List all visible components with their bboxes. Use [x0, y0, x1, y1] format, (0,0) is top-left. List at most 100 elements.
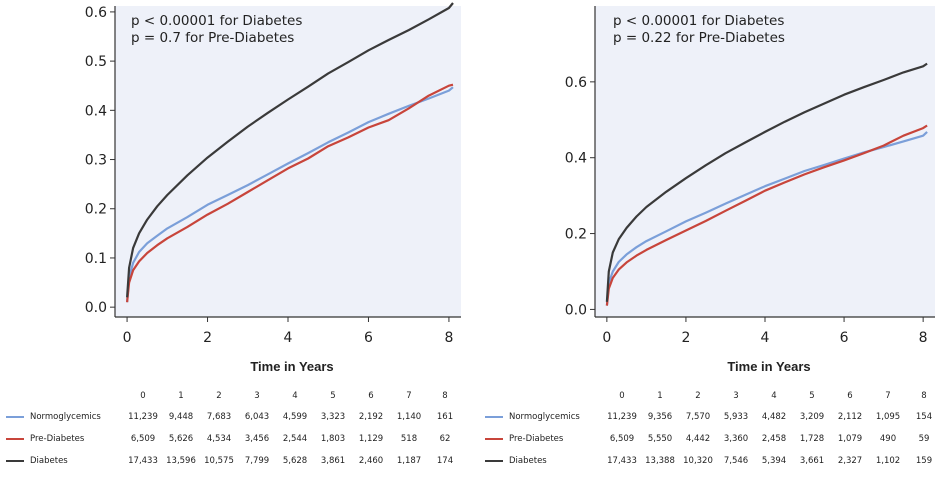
- risk-table-cell: 4,482: [761, 412, 787, 422]
- risk-table-cell: 3,360: [723, 434, 749, 444]
- risk-table-time: 1: [178, 391, 184, 401]
- risk-table-cell: 2,192: [358, 412, 384, 422]
- risk-table-cell: 7,570: [685, 412, 711, 422]
- y-tick-label: 0.3: [85, 153, 107, 169]
- risk-table-cell: 6,509: [130, 434, 156, 444]
- risk-table-time: 5: [330, 391, 336, 401]
- plot-background: [595, 6, 935, 317]
- legend-label: Diabetes: [509, 456, 547, 466]
- risk-table-cell: 1,187: [396, 456, 422, 466]
- risk-table-legend: Diabetes: [6, 450, 124, 472]
- risk-table-cell: 13,388: [645, 456, 675, 466]
- risk-table-cell: 5,550: [647, 434, 673, 444]
- risk-table-time: 4: [771, 391, 777, 401]
- series-line-pre-diabetes: [126, 83, 454, 303]
- risk-table-time: 8: [442, 391, 448, 401]
- legend-label: Diabetes: [30, 456, 68, 466]
- x-tick-label: 8: [919, 330, 928, 346]
- left-risk-table: 0 1 2 3 4 5 6 7 8 Normoglycemics 11,239 9,448 7,683 6…: [6, 386, 462, 472]
- left-x-axis-label: Time in Years: [250, 359, 334, 374]
- risk-table-cell: 5,933: [723, 412, 749, 422]
- risk-table-legend: Pre-Diabetes: [6, 428, 124, 450]
- risk-table-time: 6: [847, 391, 853, 401]
- x-tick-label: 4: [284, 330, 293, 346]
- legend-label: Normoglycemics: [30, 412, 101, 422]
- y-tick-label: 0.6: [85, 5, 107, 21]
- left-chart-plot: 0.0 0.1 0.2 0.3 0.4 0.5 0.6 0 2 4 6 8: [85, 2, 461, 346]
- x-tick-label: 8: [444, 330, 453, 346]
- x-tick-label: 6: [840, 330, 849, 346]
- risk-table-cell: 10,575: [204, 456, 234, 466]
- risk-table-cell: 1,095: [875, 412, 901, 422]
- risk-table-cell: 1,140: [396, 412, 422, 422]
- y-tick-label: 0.5: [85, 54, 107, 70]
- risk-table-cell: 154: [915, 412, 933, 422]
- risk-table-cell: 17,433: [128, 456, 158, 466]
- risk-table-cell: 17,433: [607, 456, 637, 466]
- risk-table-cell: 4,442: [685, 434, 711, 444]
- risk-table-cell: 9,448: [168, 412, 194, 422]
- risk-table-legend: Normoglycemics: [485, 406, 603, 428]
- risk-table-cell: 1,803: [320, 434, 346, 444]
- legend-label: Pre-Diabetes: [509, 434, 564, 444]
- risk-table-time: 4: [292, 391, 298, 401]
- risk-table-cell: 2,458: [761, 434, 787, 444]
- risk-table-time: 3: [733, 391, 739, 401]
- series-line-diabetes: [605, 62, 928, 302]
- risk-table-time: 0: [140, 391, 146, 401]
- right-x-axis-label: Time in Years: [727, 359, 811, 374]
- risk-table-cell: 13,596: [166, 456, 196, 466]
- right-pvalue-diabetes: p < 0.00001 for Diabetes: [613, 13, 785, 29]
- x-tick-label: 2: [681, 330, 690, 346]
- risk-table-cell: 174: [436, 456, 454, 466]
- risk-table-row: Normoglycemics 11,239 9,356 7,570 5,933 4,482…: [485, 406, 941, 428]
- legend-line-icon: [6, 459, 24, 462]
- risk-table-time: 7: [406, 391, 412, 401]
- risk-table-cell: 11,239: [607, 412, 637, 422]
- legend-label: Pre-Diabetes: [30, 434, 85, 444]
- risk-table-time: 2: [216, 391, 222, 401]
- y-tick-label: 0.2: [85, 202, 107, 218]
- risk-table-cell: 1,129: [358, 434, 384, 444]
- risk-table-cell: 3,861: [320, 456, 346, 466]
- left-chart-panel: 0.0 0.1 0.2 0.3 0.4 0.5 0.6 0 2 4 6 8 p < 0.00001 f…: [6, 2, 462, 472]
- risk-table-cell: 3,456: [244, 434, 270, 444]
- risk-table-cell: 1,728: [799, 434, 825, 444]
- risk-table-cell: 6,043: [244, 412, 270, 422]
- x-tick-label: 0: [123, 330, 132, 346]
- risk-table-cell: 1,079: [837, 434, 863, 444]
- risk-table-cell: 11,239: [128, 412, 158, 422]
- risk-table-time: 5: [809, 391, 815, 401]
- risk-table-cell: 161: [436, 412, 454, 422]
- x-tick-label: 2: [203, 330, 212, 346]
- risk-table-cell: 3,661: [799, 456, 825, 466]
- risk-table-time: 2: [695, 391, 701, 401]
- risk-table-row: Diabetes 17,433 13,596 10,575 7,799 5,628 3,86…: [6, 450, 462, 472]
- legend-line-icon: [6, 415, 24, 418]
- risk-table-cell: 490: [879, 434, 897, 444]
- legend-line-icon: [485, 415, 503, 418]
- legend-line-icon: [485, 437, 503, 440]
- risk-table-cell: 518: [400, 434, 418, 444]
- y-tick-label: 0.0: [85, 300, 107, 316]
- risk-table-time: 7: [885, 391, 891, 401]
- risk-table-cell: 159: [915, 456, 933, 466]
- risk-table-row: Normoglycemics 11,239 9,448 7,683 6,043 4,599…: [6, 406, 462, 428]
- risk-table-row: Pre-Diabetes 6,509 5,550 4,442 3,360 2,458 1,7…: [485, 428, 941, 450]
- risk-table-cell: 6,509: [609, 434, 635, 444]
- risk-table-time: 0: [619, 391, 625, 401]
- left-pvalue-annotation: p < 0.00001 for Diabetes p = 0.7 for Pre…: [131, 13, 302, 47]
- risk-table-cell: 5,394: [761, 456, 787, 466]
- y-tick-label: 0.6: [565, 75, 587, 91]
- risk-table-cell: 9,356: [647, 412, 673, 422]
- risk-table-cell: 10,320: [683, 456, 713, 466]
- y-tick-label: 0.4: [85, 103, 107, 119]
- risk-table-cell: 7,683: [206, 412, 232, 422]
- legend-line-icon: [6, 437, 24, 440]
- risk-table-cell: 3,209: [799, 412, 825, 422]
- legend-label: Normoglycemics: [509, 412, 580, 422]
- risk-table-cell: 4,534: [206, 434, 232, 444]
- risk-table-cell: 5,628: [282, 456, 308, 466]
- risk-table-cell: 2,460: [358, 456, 384, 466]
- y-tick-label: 0.2: [565, 227, 587, 243]
